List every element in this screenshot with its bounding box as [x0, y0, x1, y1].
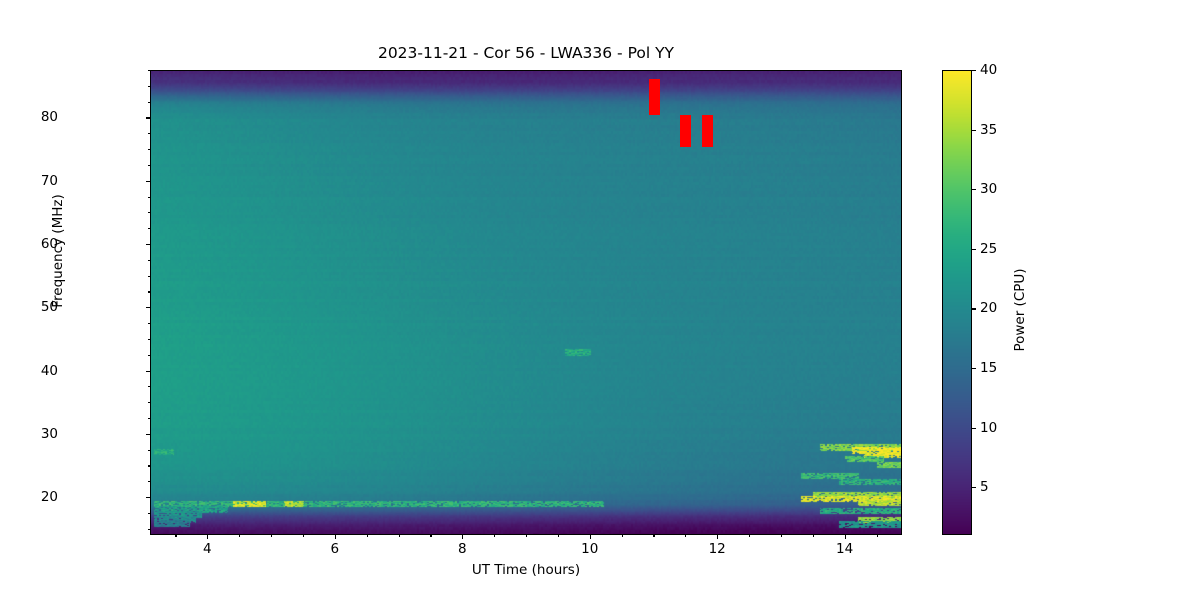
y-tick-label: 40: [40, 362, 58, 379]
x-tick-minor: [494, 535, 496, 538]
colorbar-tick: [972, 248, 976, 250]
y-tick-major: [146, 433, 150, 435]
y-tick-minor: [147, 291, 150, 293]
x-axis-label: UT Time (hours): [471, 562, 581, 578]
y-tick-major: [146, 243, 150, 246]
y-tick-label: 20: [40, 489, 58, 506]
x-tick-label: 8: [457, 541, 467, 557]
x-tick-label: 12: [708, 541, 726, 557]
colorbar-label: Power (CPU): [1012, 268, 1028, 352]
y-tick-label: 70: [40, 172, 58, 189]
x-tick-minor: [271, 535, 273, 538]
y-tick-minor: [147, 528, 150, 530]
colorbar-tick-label: 5: [980, 479, 989, 496]
x-tick-minor: [749, 535, 751, 538]
x-tick-minor: [780, 535, 782, 538]
y-tick-minor: [147, 149, 150, 151]
y-tick-major: [146, 370, 150, 372]
x-tick-major: [844, 535, 846, 539]
y-tick-minor: [147, 101, 150, 103]
y-tick-minor: [147, 259, 150, 261]
y-tick-minor: [147, 481, 150, 483]
x-tick-minor: [526, 535, 528, 538]
y-tick-minor: [147, 212, 150, 214]
colorbar-tick-label: 30: [980, 181, 998, 198]
x-tick-major: [462, 535, 464, 539]
x-tick-major: [207, 535, 209, 539]
x-tick-minor: [685, 535, 687, 538]
colorbar-tick: [972, 487, 976, 489]
colorbar-tick-label: 20: [980, 300, 998, 317]
spectrogram-axes[interactable]: [150, 70, 902, 535]
y-tick-major: [146, 117, 150, 119]
y-tick-minor: [147, 196, 150, 198]
x-tick-label: 10: [581, 541, 599, 557]
colorbar-tick-label: 25: [980, 240, 998, 257]
y-tick-minor: [147, 386, 150, 388]
flagged-region-2: [679, 114, 691, 147]
colorbar[interactable]: [942, 70, 972, 535]
y-tick-minor: [147, 417, 150, 420]
y-tick-major: [146, 307, 150, 309]
colorbar-tick-label: 10: [980, 419, 998, 436]
colorbar-gradient: [943, 71, 971, 534]
x-tick-minor: [812, 535, 814, 538]
x-tick-major: [589, 535, 591, 539]
y-tick-minor: [147, 228, 150, 230]
y-tick-minor: [147, 449, 150, 451]
colorbar-tick: [972, 368, 976, 370]
x-tick-minor: [621, 535, 623, 538]
y-tick-label: 30: [40, 425, 58, 442]
flagged-region-3: [702, 114, 714, 147]
y-tick-minor: [147, 164, 150, 166]
y-tick-minor: [147, 402, 150, 404]
y-tick-label: 50: [40, 299, 58, 316]
x-tick-minor: [430, 535, 432, 538]
colorbar-tick: [972, 70, 976, 72]
x-tick-minor: [366, 535, 368, 538]
y-tick-major: [146, 180, 150, 182]
x-tick-major: [334, 535, 336, 539]
y-tick-major: [146, 497, 150, 499]
x-tick-label: 14: [836, 541, 854, 557]
colorbar-tick-label: 15: [980, 360, 998, 377]
colorbar-tick: [972, 189, 976, 191]
y-tick-minor: [147, 70, 150, 72]
y-tick-minor: [147, 512, 150, 514]
y-tick-minor: [147, 338, 150, 340]
colorbar-tick-label: 40: [980, 62, 998, 78]
y-tick-minor: [147, 354, 150, 356]
x-tick-minor: [557, 535, 559, 538]
y-tick-minor: [147, 323, 150, 325]
x-tick-minor: [239, 535, 241, 538]
page-title: 2023-11-21 - Cor 56 - LWA336 - Pol YY: [377, 44, 675, 62]
colorbar-tick: [972, 129, 976, 131]
colorbar-tick: [972, 308, 976, 310]
x-tick-minor: [653, 535, 655, 538]
y-tick-label: 60: [40, 235, 58, 252]
y-axis-label: Frequency (MHz): [50, 194, 66, 308]
y-tick-minor: [147, 465, 150, 467]
colorbar-tick: [972, 427, 976, 429]
y-tick-minor: [147, 275, 150, 277]
x-tick-minor: [302, 535, 305, 538]
flagged-region-1: [649, 79, 660, 116]
x-tick-minor: [876, 535, 878, 538]
x-tick-minor: [175, 535, 177, 538]
y-tick-minor: [147, 85, 150, 87]
x-tick-label: 4: [203, 541, 212, 557]
y-tick-minor: [147, 133, 150, 135]
x-tick-label: 6: [330, 541, 340, 557]
x-tick-minor: [398, 535, 400, 538]
colorbar-tick-label: 35: [980, 121, 998, 138]
y-tick-label: 80: [40, 109, 58, 126]
spectrogram-image: [151, 71, 901, 534]
x-tick-major: [717, 535, 719, 539]
